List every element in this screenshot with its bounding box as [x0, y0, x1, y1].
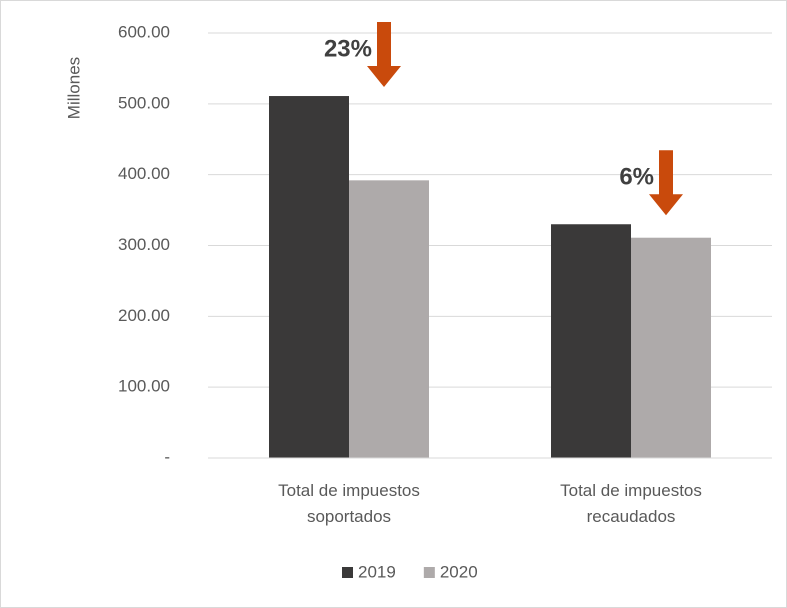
annotation: 23%	[324, 35, 372, 62]
legend-label: 2020	[440, 562, 478, 581]
annotation-arrow	[649, 150, 683, 216]
legend-swatch	[342, 567, 353, 578]
legend-label: 2019	[358, 562, 396, 581]
x-tick-label: Total de impuestos recaudados	[560, 481, 702, 526]
x-tick-label-box: Total de impuestos recaudados	[560, 481, 702, 526]
y-tick-label: 500.00	[118, 93, 170, 112]
x-tick-label: Total de impuestos soportados	[278, 481, 420, 526]
bar	[349, 180, 429, 459]
y-tick-label: 600.00	[118, 22, 170, 41]
bar	[551, 224, 631, 458]
annotation-arrow	[367, 22, 401, 88]
y-tick-label: 400.00	[118, 164, 170, 183]
legend-swatch	[423, 567, 435, 578]
y-tick-label: 300.00	[118, 235, 170, 254]
y-tick-label: -	[164, 447, 170, 466]
y-axis-label: Millones	[64, 57, 83, 119]
annotation: 6%	[619, 164, 654, 191]
y-tick-label: 200.00	[118, 306, 170, 325]
y-tick-label: 100.00	[118, 377, 170, 396]
bar	[269, 96, 349, 459]
bar	[631, 237, 711, 458]
x-tick-label-box: Total de impuestos soportados	[278, 481, 420, 526]
